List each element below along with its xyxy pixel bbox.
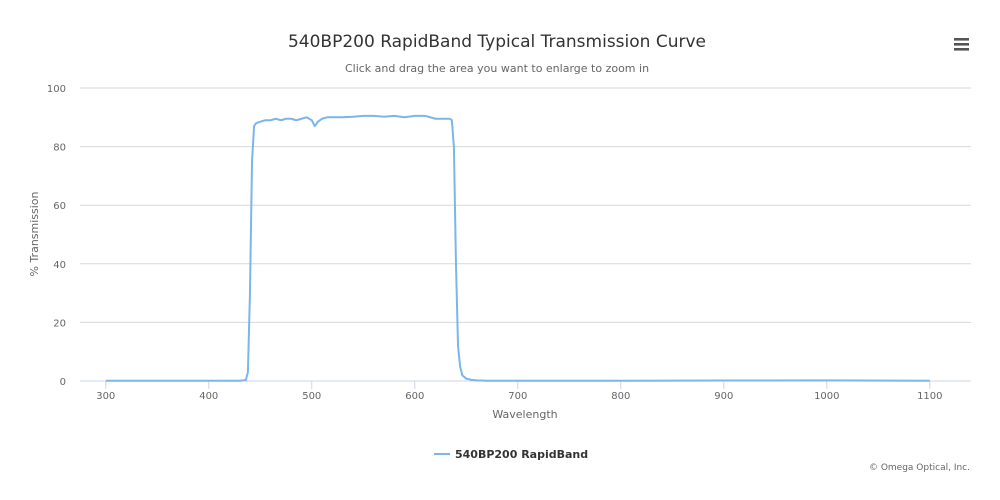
grid-lines	[80, 87, 971, 323]
data-point[interactable]	[340, 114, 346, 120]
x-tick-label: 400	[199, 391, 218, 402]
y-axis-ticks: 0 20 40 60 80 100	[47, 84, 66, 388]
data-point[interactable]	[824, 377, 830, 383]
x-tick-label: 800	[611, 391, 630, 402]
credits-link[interactable]: © Omega Optical, Inc.	[869, 463, 970, 473]
y-tick-label: 80	[53, 143, 66, 154]
y-tick-label: 100	[47, 84, 66, 95]
data-point[interactable]	[463, 376, 469, 382]
y-tick-label: 20	[53, 318, 66, 329]
data-point[interactable]	[422, 113, 428, 119]
data-point[interactable]	[278, 117, 284, 123]
data-point[interactable]	[451, 144, 457, 150]
x-axis-ticks: 300 400 500 600 700 800 900 1000 1100	[96, 381, 943, 402]
data-point[interactable]	[273, 116, 279, 122]
data-point[interactable]	[468, 377, 474, 383]
y-tick-label: 60	[53, 201, 66, 212]
data-point[interactable]	[103, 378, 109, 384]
x-tick-label: 1100	[917, 391, 942, 402]
data-point[interactable]	[432, 116, 438, 122]
y-tick-label: 0	[60, 377, 66, 388]
legend-label[interactable]: 540BP200 RapidBand	[455, 448, 588, 461]
data-point[interactable]	[283, 116, 289, 122]
data-point[interactable]	[453, 261, 459, 267]
y-tick-label: 40	[53, 260, 66, 271]
data-point[interactable]	[515, 378, 521, 384]
data-point[interactable]	[243, 377, 249, 383]
data-point[interactable]	[247, 290, 253, 296]
hamburger-menu-icon[interactable]	[948, 32, 974, 56]
data-point[interactable]	[262, 117, 268, 123]
data-point[interactable]	[319, 116, 325, 122]
data-point[interactable]	[484, 378, 490, 384]
chart-title: 540BP200 RapidBand Typical Transmission …	[288, 32, 706, 52]
data-point[interactable]	[618, 378, 624, 384]
data-point[interactable]	[237, 378, 243, 384]
data-point[interactable]	[381, 114, 387, 120]
data-point[interactable]	[329, 114, 335, 120]
x-tick-label: 1000	[814, 391, 839, 402]
x-tick-label: 700	[508, 391, 527, 402]
series-layer	[103, 113, 933, 384]
data-point[interactable]	[412, 113, 418, 119]
data-point[interactable]	[304, 114, 310, 120]
data-point[interactable]	[371, 113, 377, 119]
data-point[interactable]	[268, 117, 274, 123]
data-point[interactable]	[324, 114, 330, 120]
data-point[interactable]	[927, 378, 933, 384]
data-point[interactable]	[257, 119, 263, 125]
data-point[interactable]	[298, 116, 304, 122]
data-point[interactable]	[438, 116, 444, 122]
data-point[interactable]	[288, 116, 294, 122]
data-point[interactable]	[455, 343, 461, 349]
x-tick-label: 300	[96, 391, 115, 402]
data-point[interactable]	[360, 113, 366, 119]
data-point[interactable]	[721, 378, 727, 384]
data-point[interactable]	[206, 378, 212, 384]
data-point[interactable]	[474, 377, 480, 383]
x-tick-label: 500	[302, 391, 321, 402]
x-axis-title: Wavelength	[492, 408, 557, 421]
y-axis-title: % Transmission	[28, 191, 41, 276]
data-point[interactable]	[350, 114, 356, 120]
x-tick-label: 900	[714, 391, 733, 402]
data-point[interactable]	[401, 114, 407, 120]
chart-subtitle: Click and drag the area you want to enla…	[345, 62, 649, 75]
data-point[interactable]	[245, 369, 251, 375]
data-point[interactable]	[391, 113, 397, 119]
series-line[interactable]	[105, 114, 930, 382]
data-point[interactable]	[249, 158, 255, 164]
data-point[interactable]	[449, 117, 455, 123]
data-point[interactable]	[309, 117, 315, 123]
data-point[interactable]	[457, 363, 463, 369]
x-tick-label: 600	[405, 391, 424, 402]
legend-item[interactable]: 540BP200 RapidBand	[434, 448, 588, 461]
data-point[interactable]	[293, 117, 299, 123]
